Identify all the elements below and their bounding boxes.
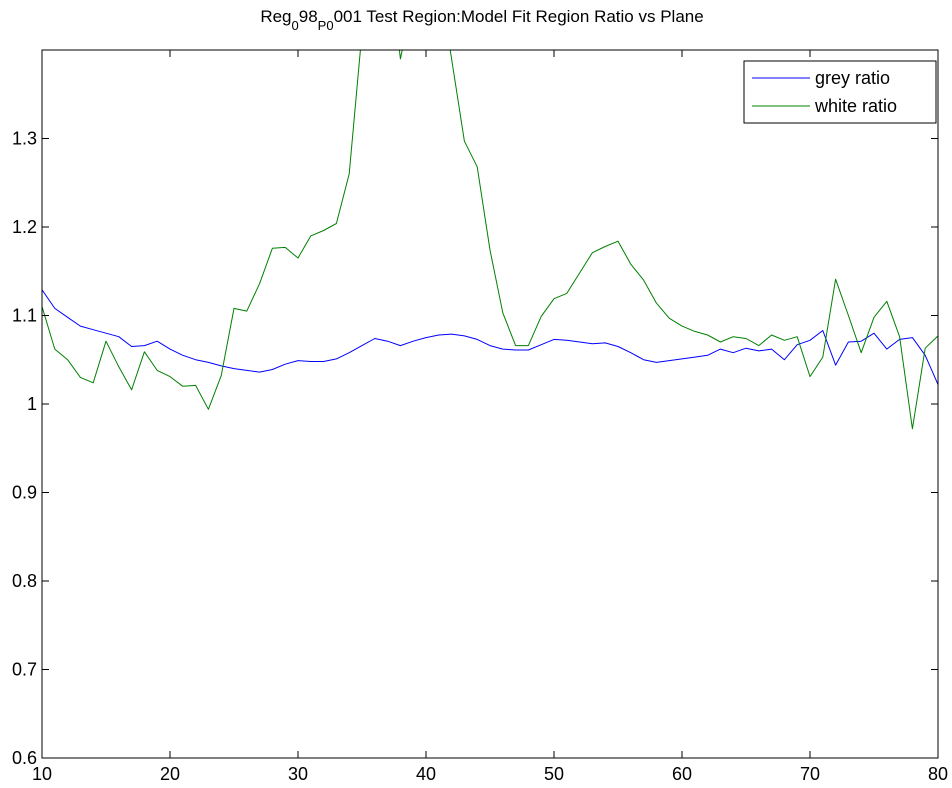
x-tick-label: 30 [288, 764, 308, 784]
y-tick-label: 1.2 [12, 217, 37, 237]
series-layer [42, 50, 938, 430]
x-tick-label: 50 [544, 764, 564, 784]
x-tick-label: 40 [416, 764, 436, 784]
title-segment: Reg [260, 7, 291, 26]
x-tick-label: 10 [32, 764, 52, 784]
plot-area: 10 20 30 40 50 60 70 80 0.6 0.7 0.8 0.9 1 1.1 1.2 1.3 [12, 49, 948, 784]
y-tick-label: 0.7 [12, 660, 37, 680]
y-tick-label: 1 [27, 394, 37, 414]
y-tick-label: 1.3 [12, 129, 37, 149]
legend-box [743, 60, 937, 124]
y-tick-label: 0.9 [12, 483, 37, 503]
chart-title: Reg098P0001 Test Region:Model Fit Region… [260, 7, 703, 33]
x-tick-label: 60 [672, 764, 692, 784]
axes-box [42, 50, 938, 758]
tick-layer: 10 20 30 40 50 60 70 80 0.6 0.7 0.8 0.9 1 1.1 1.2 1.3 [12, 50, 948, 784]
x-tick-label: 20 [160, 764, 180, 784]
title-segment: 001 Test Region:Model Fit Region Ratio v… [334, 7, 704, 26]
legend-label-white-ratio: white ratio [814, 96, 897, 116]
y-tick-label: 1.1 [12, 306, 37, 326]
legend-label-grey-ratio: grey ratio [815, 68, 890, 88]
title-subscript: P0 [318, 18, 334, 33]
series-line-white-ratio [42, 50, 938, 430]
x-tick-label: 70 [800, 764, 820, 784]
y-tick-label: 0.8 [12, 571, 37, 591]
series-line-grey-ratio [42, 289, 938, 385]
y-tick-label: 0.6 [12, 748, 37, 768]
title-subscript: 0 [292, 18, 299, 33]
title-segment: 98 [299, 7, 318, 26]
x-tick-label: 80 [928, 764, 948, 784]
legend: grey ratio white ratio [743, 60, 937, 124]
